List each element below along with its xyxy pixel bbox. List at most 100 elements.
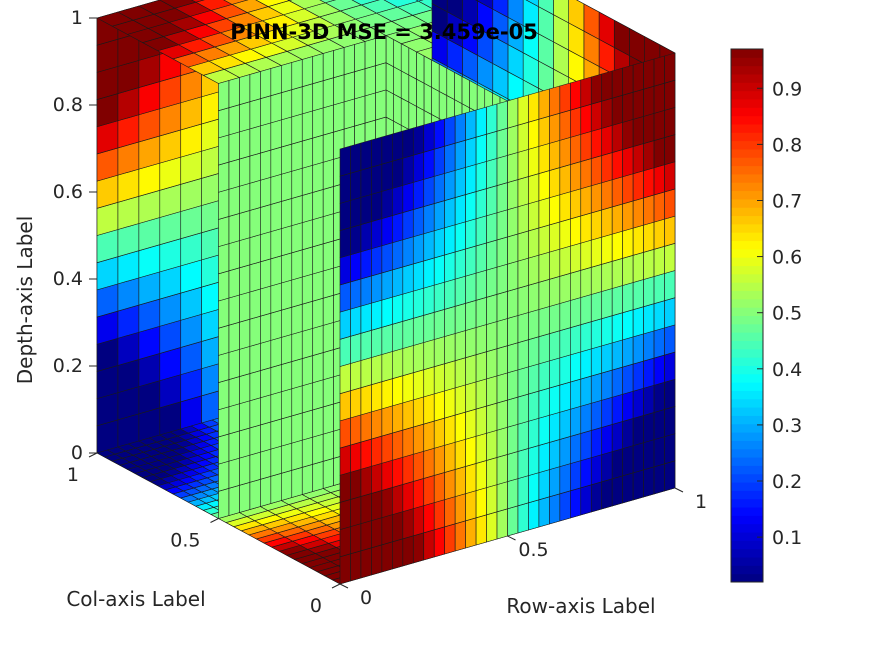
cut-plane-y bbox=[218, 134, 230, 166]
slice-y-0-left bbox=[360, 330, 372, 361]
cut-plane-y bbox=[218, 406, 230, 438]
cut-plane-x bbox=[461, 76, 470, 109]
slice-y-0-right bbox=[517, 312, 529, 343]
slice-y-0-right bbox=[664, 243, 676, 274]
slice-y-0-left bbox=[496, 372, 508, 404]
slice-y-0-right bbox=[507, 423, 519, 455]
cut-plane-x bbox=[423, 82, 432, 115]
cut-plane-y bbox=[218, 433, 230, 465]
cut-plane-y bbox=[322, 77, 334, 109]
slice-y-0-left bbox=[402, 372, 414, 404]
z-tick-label: 0.8 bbox=[53, 94, 83, 116]
cut-plane-y bbox=[270, 173, 282, 205]
slice-y-0-right bbox=[559, 273, 571, 304]
slice-y-0-left bbox=[496, 318, 508, 349]
cut-plane-y bbox=[260, 149, 272, 181]
slice-y-0-right bbox=[643, 412, 655, 443]
slice-y-0-right bbox=[632, 224, 644, 256]
colorbar-swatch bbox=[731, 348, 763, 358]
slice-y-0-right bbox=[632, 415, 644, 446]
slice-y-0-right bbox=[601, 97, 613, 129]
slice-y-0-right bbox=[549, 439, 561, 470]
cut-plane-y bbox=[228, 457, 240, 489]
slice-y-0-right bbox=[559, 463, 571, 495]
tick-mark bbox=[88, 452, 98, 458]
slice-y-0-left bbox=[350, 278, 362, 310]
slice-y-0-right bbox=[559, 137, 571, 168]
slice-y-0-right bbox=[622, 64, 634, 96]
cut-plane-y bbox=[312, 189, 324, 220]
slice-y-0-right bbox=[507, 233, 519, 265]
slice-y-0-right bbox=[622, 336, 634, 368]
slice-y-0-left bbox=[392, 348, 404, 379]
colorbar-swatch bbox=[731, 65, 763, 75]
slice-y-0-right bbox=[611, 366, 623, 398]
slice-y-0-right bbox=[528, 200, 540, 232]
slice-y-0-right bbox=[528, 445, 540, 476]
slice-y-0-right bbox=[570, 487, 582, 519]
cut-plane-y bbox=[301, 273, 314, 305]
slice-y-0-left bbox=[402, 154, 414, 186]
cut-plane-y bbox=[322, 131, 334, 163]
slice-y-0-right bbox=[507, 315, 519, 346]
cut-plane-y bbox=[301, 110, 314, 142]
slice-y-0-right bbox=[538, 306, 550, 337]
cut-plane-y bbox=[218, 352, 230, 383]
slice-y-0-right bbox=[601, 261, 613, 292]
cut-plane-x bbox=[454, 72, 463, 104]
slice-y-0-right bbox=[570, 351, 582, 383]
slice-y-0-left bbox=[392, 293, 404, 325]
slice-y-0-left bbox=[444, 115, 456, 147]
slice-y-0-right bbox=[580, 239, 592, 271]
slice-y-0-left bbox=[402, 535, 414, 567]
slice-y-0-left bbox=[465, 218, 477, 250]
cut-plane-y bbox=[322, 267, 334, 299]
cut-plane-y bbox=[354, 68, 366, 100]
slice-y-0-left bbox=[454, 167, 466, 198]
cut-plane-y bbox=[322, 322, 334, 353]
slice-y-0-left bbox=[486, 185, 498, 217]
colorbar-swatch bbox=[731, 298, 763, 308]
slice-y-0-left bbox=[339, 553, 351, 585]
slice-x-1 bbox=[553, 0, 569, 24]
cut-plane-y bbox=[270, 445, 282, 477]
z-tick-label: 0.2 bbox=[53, 355, 83, 377]
slice-y-0-left bbox=[412, 423, 425, 455]
cut-plane-y bbox=[260, 448, 272, 480]
slice-z-1 bbox=[287, 0, 293, 1]
slice-y-0-right bbox=[622, 227, 634, 259]
cut-plane-y bbox=[291, 276, 303, 308]
slice-y-0-right bbox=[622, 445, 634, 477]
slice-y-0-left bbox=[360, 547, 372, 579]
slice-y-0-right bbox=[507, 206, 519, 238]
slice-y-0-right bbox=[632, 197, 644, 229]
cut-plane-y bbox=[239, 346, 251, 377]
cut-plane-y bbox=[322, 376, 334, 408]
slice-y-0-left bbox=[402, 399, 414, 431]
cut-plane-y bbox=[218, 270, 230, 302]
slice-y-0-left bbox=[496, 209, 508, 241]
cut-plane-y bbox=[249, 98, 261, 130]
cut-plane-y bbox=[312, 216, 324, 248]
cut-plane-y bbox=[218, 216, 230, 247]
colorbar-frame bbox=[730, 48, 764, 583]
slice-y-0-right bbox=[570, 161, 582, 193]
cut-plane-y bbox=[281, 252, 293, 284]
cut-plane-y bbox=[301, 137, 314, 169]
cut-plane-y bbox=[375, 62, 387, 94]
slice-y-0-left bbox=[371, 327, 383, 358]
slice-y-0-right bbox=[538, 469, 550, 501]
cut-plane-y bbox=[301, 436, 314, 468]
slice-y-0-right bbox=[611, 475, 623, 507]
slice-y-0-left bbox=[475, 514, 487, 546]
tick-mark bbox=[210, 518, 219, 523]
cut-plane-y bbox=[228, 349, 240, 380]
slice-y-0-left bbox=[339, 200, 351, 231]
slice-y-0-left bbox=[392, 266, 404, 298]
slice-y-0-right bbox=[611, 122, 623, 153]
slice-y-0-right bbox=[580, 76, 592, 108]
cut-plane-y bbox=[291, 249, 303, 281]
slice-y-0-right bbox=[559, 354, 571, 386]
colorbar-swatch bbox=[731, 515, 763, 525]
